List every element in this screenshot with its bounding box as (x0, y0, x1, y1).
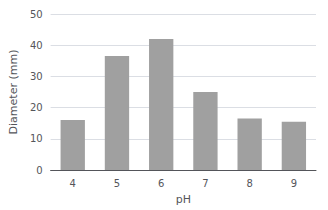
svg-text:9: 9 (291, 178, 297, 189)
svg-text:0: 0 (36, 165, 42, 176)
svg-text:4: 4 (70, 178, 76, 189)
svg-text:50: 50 (30, 9, 43, 20)
svg-text:30: 30 (30, 71, 43, 82)
svg-text:40: 40 (30, 40, 43, 51)
svg-text:pH: pH (176, 193, 191, 206)
svg-text:10: 10 (30, 133, 43, 144)
svg-text:7: 7 (202, 178, 208, 189)
svg-text:20: 20 (30, 102, 43, 113)
svg-text:6: 6 (158, 178, 164, 189)
svg-text:Diameter (mm): Diameter (mm) (7, 50, 20, 135)
svg-text:5: 5 (114, 178, 120, 189)
svg-text:8: 8 (246, 178, 252, 189)
